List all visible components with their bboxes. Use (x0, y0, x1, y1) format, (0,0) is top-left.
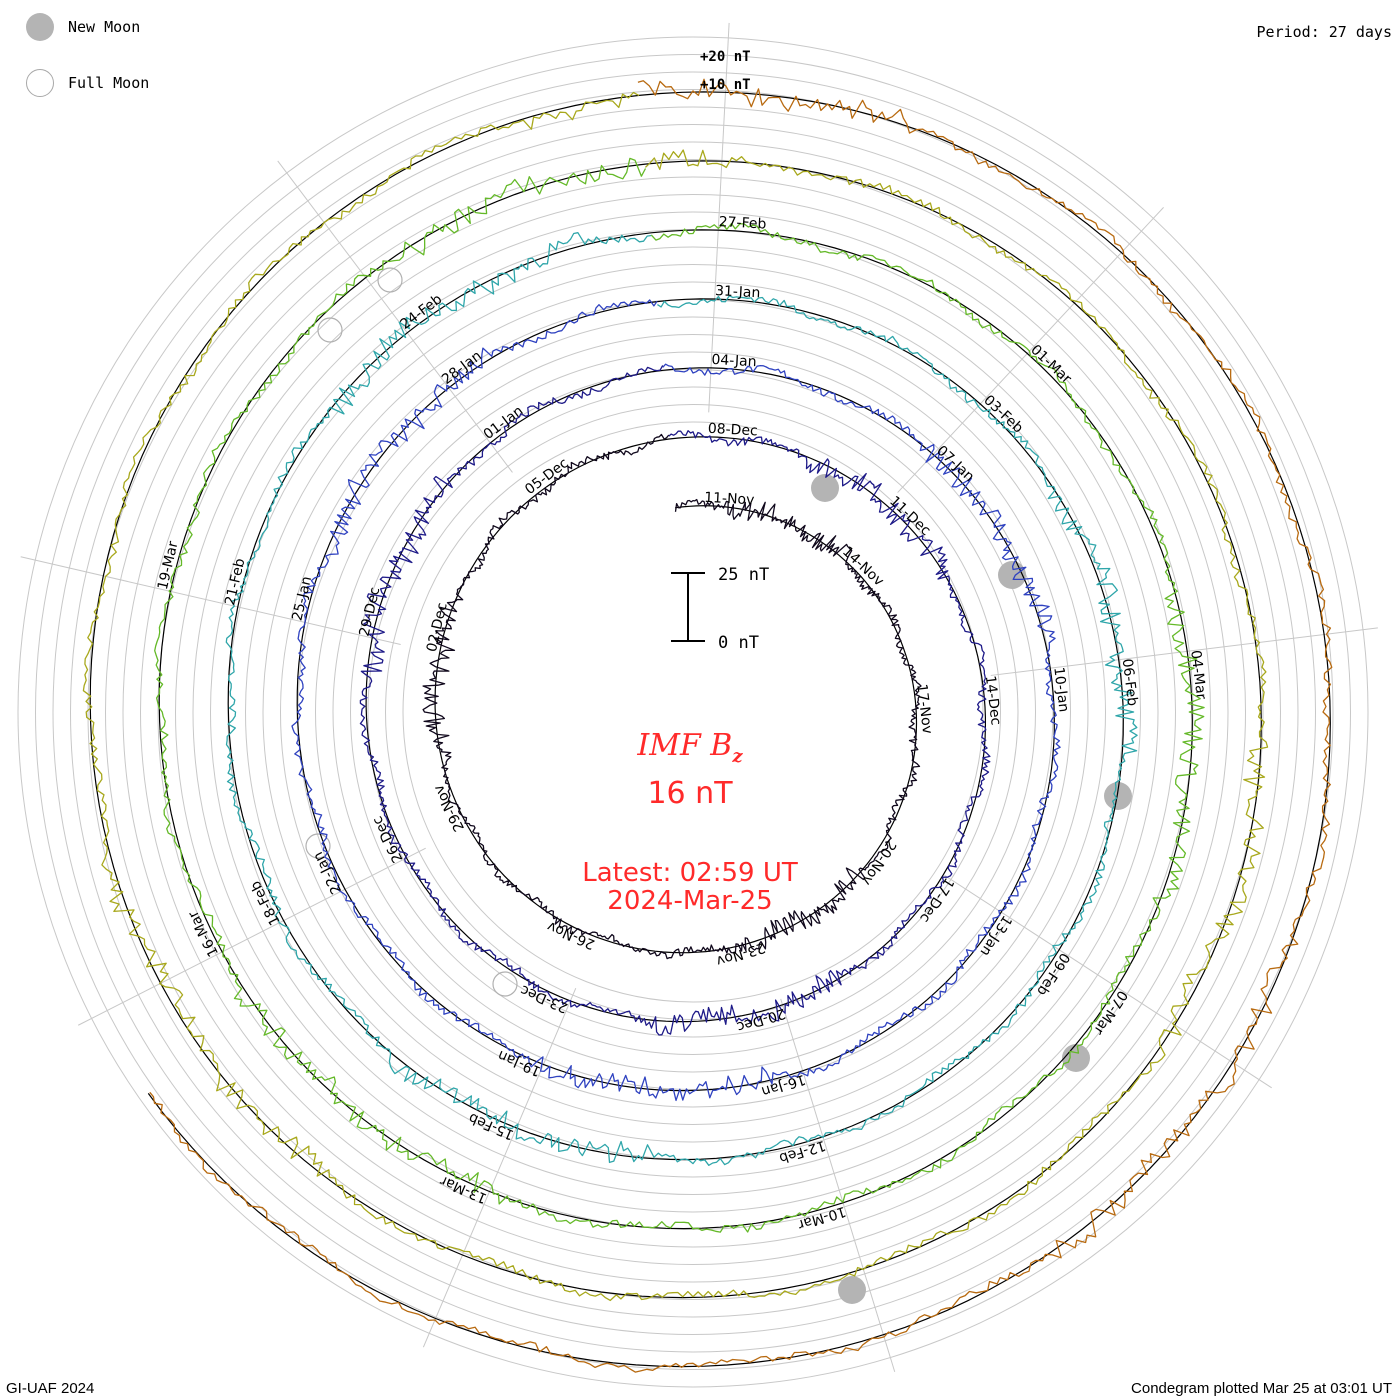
date-label: 07-Mar (1090, 987, 1130, 1037)
grid-spoke (990, 627, 1378, 676)
grid-spoke (20, 556, 401, 646)
center-quantity: IMF Bz (0, 728, 1380, 767)
full-moon-marker (317, 317, 343, 343)
full-moon-marker (377, 267, 403, 293)
grid-ring (17, 36, 1369, 1388)
grid-ring (122, 141, 1264, 1283)
new-moon-marker (811, 474, 839, 502)
date-label: 23-Nov (714, 939, 767, 969)
center-latest-time: Latest: 02:59 UT (582, 858, 798, 888)
legend-full-moon: Full Moon (26, 69, 149, 97)
grid-spoke (422, 987, 577, 1348)
center-value: 16 nT (647, 776, 733, 811)
center-latest-date: 2024-Mar-25 (607, 886, 773, 916)
grid-spoke (897, 207, 1164, 493)
trace-rotation-5 (154, 157, 1205, 1233)
date-label: 19-Jan (495, 1047, 543, 1079)
baseline-spiral (89, 91, 1331, 1368)
legend-new-moon: New Moon (26, 13, 140, 41)
grid-rings (17, 36, 1369, 1388)
new-moon-marker (838, 1276, 866, 1304)
date-label: 10-Mar (796, 1203, 848, 1233)
grid-ring (35, 54, 1351, 1370)
date-label: 31-Jan (715, 283, 761, 301)
grid-ring (297, 316, 1089, 1108)
date-label: 02-Dec (424, 601, 451, 653)
date-label: 27-Feb (718, 214, 767, 232)
date-label: 25-Jan (289, 575, 315, 623)
grid-ring (315, 334, 1071, 1090)
date-label: 11-Nov (704, 490, 755, 509)
date-label: 17-Nov (913, 683, 935, 735)
grid-spoke (708, 22, 730, 413)
date-label: 01-Mar (1027, 342, 1074, 387)
date-label: 04-Mar (1187, 649, 1209, 700)
date-label: 04-Jan (711, 352, 757, 370)
new-moon-marker (1062, 1044, 1090, 1072)
grid-ring (332, 351, 1054, 1073)
date-label: 26-Nov (545, 918, 597, 952)
data-traces (82, 78, 1333, 1373)
quantity-subscript: z (732, 746, 743, 767)
plotted-label: Condegram plotted Mar 25 at 03:01 UT (1131, 1380, 1392, 1397)
date-label: 24-Feb (398, 291, 446, 333)
date-label: 16-Jan (759, 1071, 807, 1100)
grid-ring (245, 264, 1141, 1160)
grid-ring (175, 194, 1211, 1230)
date-label: 06-Feb (1119, 658, 1141, 707)
date-label: 09-Feb (1033, 950, 1072, 999)
scale-bar-low-label: 0 nT (718, 633, 759, 653)
trace-rotation-2 (359, 365, 991, 1036)
grid-ring (105, 124, 1281, 1300)
quantity-name: IMF B (637, 728, 733, 763)
grid-ring (350, 369, 1036, 1055)
trace-rotation-1 (422, 433, 922, 960)
legend-full-moon-label: Full Moon (68, 74, 150, 92)
credit-label: GI-UAF 2024 (6, 1380, 95, 1397)
new-moon-marker (1104, 782, 1132, 810)
date-label: 03-Feb (980, 392, 1026, 436)
grid-ring (402, 421, 984, 1003)
date-label: 11-Dec (886, 493, 933, 539)
new-moon-marker (998, 561, 1026, 589)
grid-spoke (77, 847, 426, 1026)
trace-rotation-3 (291, 299, 1061, 1102)
date-label: 12-Feb (777, 1137, 827, 1166)
date-label: 08-Dec (707, 421, 758, 440)
grid-ring (140, 159, 1246, 1265)
new-moon-icon (26, 13, 54, 41)
grid-ring (70, 89, 1316, 1335)
date-label: 14-Dec (982, 675, 1004, 727)
date-label: 15-Feb (466, 1109, 516, 1142)
period-label: Period: 27 days (1256, 23, 1392, 41)
scale-bar: 25 nT 0 nT (671, 565, 769, 653)
date-label: 19-Mar (155, 540, 182, 592)
grid-spoke (277, 160, 513, 473)
grid-spokes (20, 22, 1378, 1372)
grid-spoke (780, 998, 896, 1372)
grid-ring (367, 386, 1019, 1038)
full-moon-marker (305, 833, 331, 859)
grid-ring (280, 299, 1106, 1125)
trace-rotation-6 (82, 91, 1269, 1302)
grid-ring (385, 404, 1001, 1020)
grid-ring (210, 229, 1176, 1195)
full-moon-marker (492, 971, 518, 997)
trace-rotation-7 (149, 78, 1333, 1373)
grid-ring (192, 211, 1194, 1213)
date-label: 10-Jan (1050, 666, 1071, 713)
grid-ring (52, 71, 1334, 1353)
grid-ring (87, 106, 1299, 1318)
amplitude-reference: +20 nT +10 nT (700, 49, 751, 93)
scale-bar-high-label: 25 nT (718, 565, 769, 585)
grid-ring (157, 176, 1229, 1248)
full-moon-icon (26, 69, 54, 97)
trace-rotation-4 (225, 232, 1138, 1166)
legend-new-moon-label: New Moon (68, 18, 141, 36)
amp-ref-high-label: +20 nT (700, 49, 751, 65)
amp-ref-low-label: +10 nT (700, 77, 751, 93)
